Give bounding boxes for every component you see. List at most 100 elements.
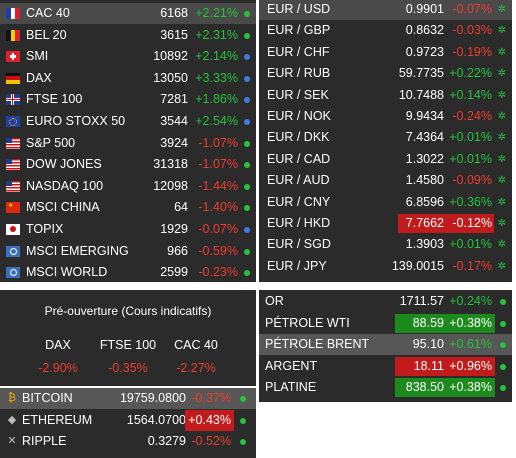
forex-row[interactable]: EUR / AUD 1.4580 -0.09% ✲ bbox=[259, 170, 512, 191]
forex-row[interactable]: EUR / NOK 9.9434 -0.24% ✲ bbox=[259, 106, 512, 127]
forex-row[interactable]: EUR / USD 0.9901 -0.07% ✲ bbox=[259, 0, 512, 20]
commodity-row[interactable]: PÉTROLE WTI 88.59 +0.38% bbox=[259, 313, 512, 334]
crypto-name[interactable]: BITCOIN bbox=[22, 391, 73, 405]
commodity-name[interactable]: ARGENT bbox=[265, 358, 318, 373]
index-row[interactable]: SMI 10892 +2.14% bbox=[0, 46, 256, 67]
market-status-dot-icon bbox=[244, 183, 250, 190]
currency-pair[interactable]: EUR / CAD bbox=[267, 151, 331, 166]
index-value: 10892 bbox=[153, 49, 188, 64]
index-row[interactable]: FTSE 100 7281 +1.86% bbox=[0, 89, 256, 110]
flag-un-icon bbox=[6, 267, 20, 279]
index-change: +2.31% bbox=[195, 27, 238, 42]
forex-value: 7.7662 bbox=[405, 216, 444, 230]
forex-value: 10.7488 bbox=[398, 87, 444, 102]
currency-pair[interactable]: EUR / DKK bbox=[267, 130, 330, 145]
market-status-dot-icon bbox=[244, 162, 250, 169]
forex-value: 0.9901 bbox=[405, 2, 444, 16]
commodity-name[interactable]: PÉTROLE BRENT bbox=[265, 337, 370, 352]
forex-row[interactable]: EUR / JPY 139.0015 -0.17% ✲ bbox=[259, 256, 512, 277]
forex-change: -0.07% bbox=[452, 2, 492, 16]
status-star-icon: ✲ bbox=[497, 175, 506, 187]
commodity-row[interactable]: PLATINE 838.50 +0.38% bbox=[259, 377, 512, 398]
index-name[interactable]: MSCI EMERGING bbox=[26, 243, 129, 258]
flag-be-icon bbox=[6, 29, 20, 41]
currency-pair[interactable]: EUR / JPY bbox=[267, 258, 327, 273]
forex-row[interactable]: EUR / RUB 59.7735 +0.22% ✲ bbox=[259, 63, 512, 84]
currency-pair[interactable]: EUR / RUB bbox=[267, 66, 331, 81]
market-status-dot-icon bbox=[244, 248, 250, 255]
index-row[interactable]: DOW JONES 31318 -1.07% bbox=[0, 154, 256, 175]
market-status-dot-icon bbox=[240, 439, 246, 445]
index-row[interactable]: S&P 500 3924 -1.07% bbox=[0, 133, 256, 154]
index-name[interactable]: DAX bbox=[26, 70, 52, 85]
forex-row[interactable]: EUR / SGD 1.3903 +0.01% ✲ bbox=[259, 234, 512, 255]
currency-pair[interactable]: EUR / GBP bbox=[267, 23, 331, 38]
forex-row[interactable]: EUR / GBP 0.8632 -0.03% ✲ bbox=[259, 20, 512, 41]
currency-pair[interactable]: EUR / HKD bbox=[267, 216, 331, 230]
index-row[interactable]: EURO STOXX 50 3544 +2.54% bbox=[0, 111, 256, 132]
index-name[interactable]: SMI bbox=[26, 49, 49, 64]
currency-pair[interactable]: EUR / CNY bbox=[267, 194, 331, 209]
status-star-icon: ✲ bbox=[497, 25, 506, 37]
currency-pair[interactable]: EUR / SGD bbox=[267, 237, 331, 252]
index-name[interactable]: FTSE 100 bbox=[26, 92, 83, 107]
index-name[interactable]: NASDAQ 100 bbox=[26, 178, 104, 193]
forex-row[interactable]: EUR / SEK 10.7488 +0.14% ✲ bbox=[259, 85, 512, 106]
currency-pair[interactable]: EUR / NOK bbox=[267, 109, 331, 123]
currency-pair[interactable]: EUR / USD bbox=[267, 2, 331, 16]
forex-change: +0.01% bbox=[449, 151, 492, 166]
forex-row[interactable]: EUR / HKD 7.7662 -0.12% ✲ bbox=[259, 213, 512, 234]
index-row[interactable]: ★ MSCI CHINA 64 -1.40% bbox=[0, 197, 256, 218]
crypto-row[interactable]: ₿ BITCOIN 19759.0800 -0.37% bbox=[0, 388, 256, 409]
currency-pair[interactable]: EUR / SEK bbox=[267, 87, 329, 102]
index-value: 12098 bbox=[153, 178, 188, 193]
crypto-row[interactable]: ◆ ETHEREUM 1564.0700 +0.43% bbox=[0, 409, 256, 431]
commodity-name[interactable]: OR bbox=[265, 294, 284, 308]
index-row[interactable]: TOPIX 1929 -0.07% bbox=[0, 219, 256, 240]
change-highlight bbox=[395, 356, 495, 376]
index-name[interactable]: DOW JONES bbox=[26, 157, 102, 172]
forex-change: -0.17% bbox=[452, 258, 492, 273]
crypto-name[interactable]: ETHEREUM bbox=[22, 412, 93, 427]
currency-pair[interactable]: EUR / AUD bbox=[267, 173, 330, 188]
forex-row[interactable]: EUR / CNY 6.8596 +0.36% ✲ bbox=[259, 192, 512, 213]
index-name[interactable]: MSCI CHINA bbox=[26, 200, 100, 215]
status-star-icon: ✲ bbox=[497, 46, 506, 58]
index-row[interactable]: MSCI WORLD 2599 -0.23% bbox=[0, 262, 256, 283]
index-name[interactable]: S&P 500 bbox=[26, 135, 76, 150]
status-star-icon: ✲ bbox=[497, 218, 506, 229]
forex-row[interactable]: EUR / CHF 0.9723 -0.19% ✲ bbox=[259, 42, 512, 63]
index-name[interactable]: TOPIX bbox=[26, 222, 64, 236]
commodity-row[interactable]: ARGENT 18.11 +0.96% bbox=[259, 356, 512, 377]
index-name[interactable]: CAC 40 bbox=[26, 6, 70, 20]
index-row[interactable]: MSCI EMERGING 966 -0.59% bbox=[0, 241, 256, 262]
forex-change: +0.22% bbox=[449, 66, 492, 81]
forex-row[interactable]: EUR / DKK 7.4364 +0.01% ✲ bbox=[259, 127, 512, 148]
forex-panel: EUR / USD 0.9901 -0.07% ✲ EUR / GBP 0.8632 -0.… bbox=[259, 0, 512, 282]
crypto-change: +0.43% bbox=[185, 409, 234, 431]
index-name[interactable]: BEL 20 bbox=[26, 27, 67, 42]
flag-ch-icon bbox=[6, 51, 20, 63]
status-star-icon: ✲ bbox=[497, 4, 506, 15]
index-name[interactable]: MSCI WORLD bbox=[26, 265, 108, 280]
crypto-name[interactable]: RIPPLE bbox=[22, 434, 67, 448]
index-row[interactable]: CAC 40 6168 +2.21% bbox=[0, 3, 256, 24]
commodity-name[interactable]: PÉTROLE WTI bbox=[265, 315, 350, 330]
commodity-row[interactable]: OR 1711.57 +0.24% bbox=[259, 291, 512, 312]
market-status-dot-icon bbox=[244, 97, 250, 104]
commodity-name[interactable]: PLATINE bbox=[265, 380, 317, 395]
flag-us-icon bbox=[6, 180, 20, 192]
index-change: -0.07% bbox=[198, 222, 238, 236]
crypto-value: 19759.0800 bbox=[119, 391, 186, 405]
index-value: 2599 bbox=[160, 265, 188, 280]
index-row[interactable]: NASDAQ 100 12098 -1.44% bbox=[0, 176, 256, 197]
crypto-row[interactable]: ✕ RIPPLE 0.3279 -0.52% bbox=[0, 431, 256, 452]
forex-value: 0.8632 bbox=[405, 23, 444, 38]
forex-change: -0.09% bbox=[452, 173, 492, 188]
index-row[interactable]: BEL 20 3615 +2.31% bbox=[0, 25, 256, 46]
commodity-row[interactable]: PÉTROLE BRENT 95.10 +0.61% bbox=[259, 334, 512, 356]
forex-row[interactable]: EUR / CAD 1.3022 +0.01% ✲ bbox=[259, 149, 512, 170]
currency-pair[interactable]: EUR / CHF bbox=[267, 44, 330, 59]
index-row[interactable]: DAX 13050 +3.33% bbox=[0, 68, 256, 89]
index-name[interactable]: EURO STOXX 50 bbox=[26, 114, 126, 128]
